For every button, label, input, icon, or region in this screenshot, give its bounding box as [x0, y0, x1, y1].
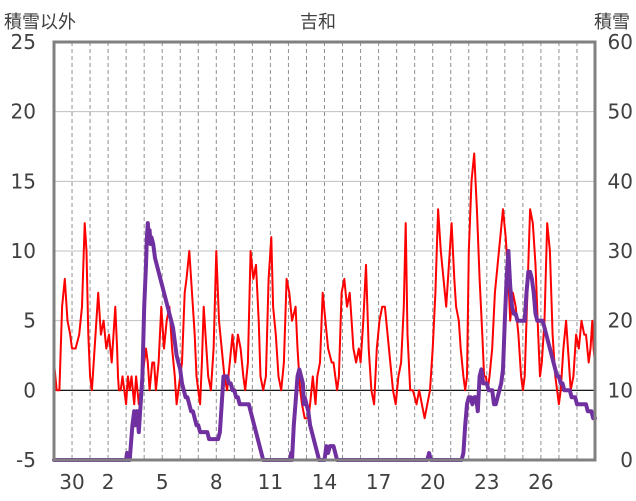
- left-axis-label: 積雪以外: [4, 12, 76, 33]
- y-right-tick-label: 30: [608, 239, 633, 263]
- x-tick-label: 30: [59, 470, 84, 494]
- chart-title: 吉和: [300, 12, 336, 33]
- series: [52, 152, 597, 462]
- plot-frame: [52, 40, 597, 462]
- y-left-tick-label: 10: [11, 239, 36, 263]
- right-axis-label: 積雪: [594, 12, 630, 33]
- x-tick-label: 14: [312, 470, 337, 494]
- y-right-tick-label: 60: [608, 30, 633, 54]
- y-right-tick-label: 0: [620, 448, 633, 472]
- x-tick-label: 11: [258, 470, 283, 494]
- y-right-tick-label: 50: [608, 100, 633, 124]
- x-tick-label: 2: [102, 470, 115, 494]
- y-left-tick-label: 20: [11, 100, 36, 124]
- x-tick-label: 17: [366, 470, 391, 494]
- x-tick-label: 8: [210, 470, 223, 494]
- x-tick-label: 23: [474, 470, 499, 494]
- x-tick-label: 5: [156, 470, 169, 494]
- y-left-tick-label: 0: [23, 378, 36, 402]
- y-left-tick-label: 5: [23, 309, 36, 333]
- y-right-tick-label: 10: [608, 378, 633, 402]
- y-left-tick-label: -5: [16, 448, 36, 472]
- y-left-tick-label: 15: [11, 169, 36, 193]
- x-tick-label: 20: [420, 470, 445, 494]
- y-right-tick-label: 40: [608, 169, 633, 193]
- x-tick-label: 26: [528, 470, 553, 494]
- y-right-tick-label: 20: [608, 309, 633, 333]
- series-line-purple: [52, 221, 597, 462]
- y-left-tick-label: 25: [11, 30, 36, 54]
